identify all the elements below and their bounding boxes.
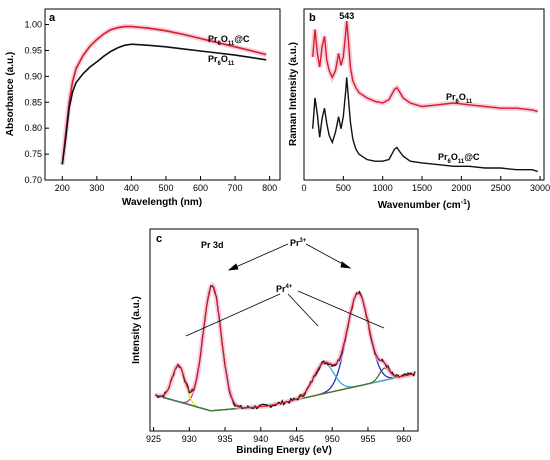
panel-c-ylabel: Intensity (a.u.) bbox=[131, 296, 142, 364]
panel-a-label-pr6o11: Pr6O11 bbox=[208, 54, 235, 67]
panel-c-frame bbox=[149, 228, 419, 432]
panel-c-xtick-5: 950 bbox=[325, 434, 340, 444]
panel-a-xtick-3: 500 bbox=[158, 183, 173, 193]
pr4-line-1 bbox=[185, 293, 281, 337]
panel-a-xlabel: Wavelength (nm) bbox=[122, 197, 202, 208]
panel-c-letter: c bbox=[156, 233, 162, 245]
panel-b: b 0 500 1000 1500 2000 2500 3000 543 Wavenumbe… bbox=[288, 8, 550, 211]
pr4-label: Pr4+ bbox=[276, 284, 293, 294]
panel-a-ytick-1: 0.75 bbox=[24, 149, 42, 159]
panel-c-series bbox=[154, 281, 416, 412]
panel-a-xtick-5: 700 bbox=[228, 183, 243, 193]
panel-c-xtick-2: 935 bbox=[218, 434, 233, 444]
panel-b-xtick-2: 1000 bbox=[373, 183, 393, 193]
panel-b-xtick-0: 0 bbox=[301, 183, 306, 193]
pr3-arrowhead-right bbox=[340, 261, 352, 269]
panel-b-series-halo bbox=[310, 20, 539, 114]
pr3-arrowhead-left bbox=[227, 263, 239, 271]
panel-c-title: Pr 3d bbox=[201, 240, 224, 250]
panel-a: a 200 300 400 500 600 700 800 0.70 0.75 0.80 0.85 0… bbox=[5, 8, 281, 208]
pr3-arrow-left bbox=[228, 243, 289, 271]
panel-a-ylabel: Absorbance (a.u.) bbox=[5, 52, 16, 136]
panel-b-peak-label: 543 bbox=[339, 11, 354, 21]
panel-c-xtick-7: 960 bbox=[396, 434, 411, 444]
panel-c-xtick-4: 945 bbox=[289, 434, 304, 444]
panel-a-xtick-6: 800 bbox=[262, 183, 277, 193]
panel-b-xtick-6: 3000 bbox=[530, 183, 550, 193]
panel-a-xtick-4: 600 bbox=[193, 183, 208, 193]
annotation-arrows bbox=[185, 243, 385, 337]
panel-c-envelope bbox=[154, 284, 416, 409]
panel-a-ytick-4: 0.90 bbox=[24, 71, 42, 81]
panel-b-xtick-3: 1500 bbox=[412, 183, 432, 193]
panel-c-ticks: 925 930 935 940 945 950 955 960 bbox=[146, 427, 411, 444]
panel-a-ytick-5: 0.95 bbox=[24, 45, 42, 55]
panel-c-xtick-6: 955 bbox=[360, 434, 375, 444]
panel-b-ticks: 0 500 1000 1500 2000 2500 3000 bbox=[301, 176, 550, 193]
panel-a-xtick-2: 400 bbox=[124, 183, 139, 193]
panel-a-frame bbox=[44, 8, 281, 181]
panel-b-series-1 bbox=[312, 77, 538, 173]
panel-c-xlabel: Binding Energy (eV) bbox=[236, 445, 332, 456]
pr4-line-2 bbox=[287, 293, 319, 327]
panel-a-series-1 bbox=[61, 43, 267, 165]
panel-a-series bbox=[59, 24, 267, 165]
panel-a-ticks: 200 300 400 500 600 700 800 0.70 0.75 0.80 0.85 0.9… bbox=[24, 20, 277, 193]
panel-b-frame bbox=[303, 8, 545, 181]
panel-b-label-pr6o11: Pr6O11 bbox=[446, 92, 473, 105]
panel-b-letter: b bbox=[309, 12, 316, 24]
panel-a-ytick-0: 0.70 bbox=[24, 175, 42, 185]
pr3-label: Pr3+ bbox=[290, 238, 307, 248]
panel-a-letter: a bbox=[49, 12, 56, 24]
panel-a-xtick-1: 300 bbox=[89, 183, 104, 193]
panel-b-xtick-4: 2000 bbox=[451, 183, 471, 193]
panel-c-xtick-3: 940 bbox=[253, 434, 268, 444]
panel-b-label-pr6o11-c: Pr6O11@C bbox=[438, 152, 480, 165]
panel-b-ylabel: Raman Intensity (a.u.) bbox=[288, 42, 299, 146]
panel-a-ytick-6: 1.00 bbox=[24, 20, 42, 30]
panel-b-series-0 bbox=[312, 20, 538, 113]
panel-b-xlabel: Wavenumber (cm-1) bbox=[378, 199, 471, 211]
panel-b-xtick-5: 2500 bbox=[491, 183, 511, 193]
panel-b-series bbox=[310, 20, 539, 173]
pr4-line-3 bbox=[297, 290, 385, 329]
panel-c-xtick-1: 930 bbox=[182, 434, 197, 444]
panel-a-label-pr6o11-c: Pr6O11@C bbox=[208, 34, 250, 47]
panel-a-ytick-3: 0.85 bbox=[24, 97, 42, 107]
panel-a-xtick-0: 200 bbox=[55, 183, 70, 193]
panel-a-ytick-2: 0.80 bbox=[24, 123, 42, 133]
panel-c: c 925 930 935 940 945 950 955 960 Pr 3d Pr3+ Pr… bbox=[131, 228, 419, 456]
panel-b-xtick-1: 500 bbox=[336, 183, 351, 193]
panel-a-series-0 bbox=[61, 25, 267, 165]
panel-c-xtick-0: 925 bbox=[146, 434, 161, 444]
